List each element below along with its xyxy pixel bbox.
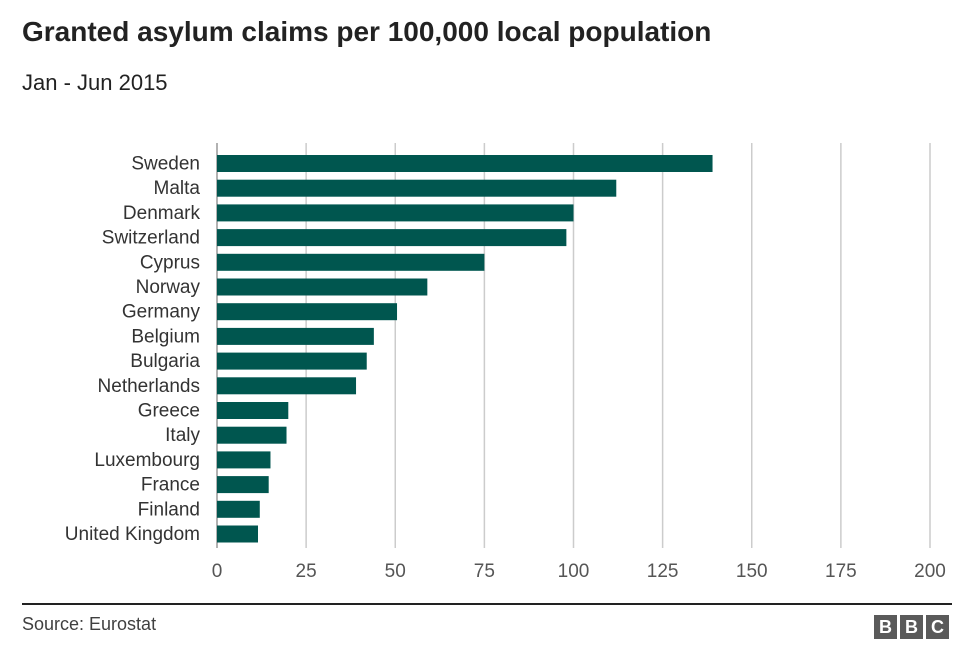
x-tick-label: 75 <box>474 561 495 582</box>
source-note: Source: Eurostat <box>22 614 157 634</box>
category-label: Switzerland <box>102 228 200 249</box>
bar <box>217 402 289 419</box>
x-tick-label: 175 <box>825 561 857 582</box>
bar <box>217 352 367 370</box>
category-label: Netherlands <box>98 376 200 397</box>
logo-letter: B <box>900 615 923 639</box>
category-label: Greece <box>138 401 200 422</box>
x-tick-label: 50 <box>385 561 406 582</box>
bbc-logo: B B C <box>874 615 949 639</box>
logo-letter: C <box>926 615 949 639</box>
category-label: Cyprus <box>140 252 200 273</box>
x-tick-label: 0 <box>212 561 223 582</box>
bar <box>217 377 357 395</box>
bar <box>217 451 271 469</box>
x-tick-label: 150 <box>736 561 768 582</box>
bar <box>217 179 617 197</box>
bar <box>217 278 428 296</box>
chart-subtitle: Jan - Jun 2015 <box>22 70 168 95</box>
footer-divider <box>22 603 952 605</box>
category-label: United Kingdom <box>65 524 200 545</box>
category-label: Italy <box>165 425 200 446</box>
x-tick-label: 200 <box>914 561 946 582</box>
bar <box>217 327 374 345</box>
bar <box>217 253 485 271</box>
x-tick-label: 100 <box>558 561 590 582</box>
category-label: France <box>141 475 200 496</box>
bar <box>217 155 713 172</box>
bar <box>217 303 398 321</box>
category-label: Malta <box>154 178 201 199</box>
x-tick-label: 125 <box>647 561 679 582</box>
bar <box>217 476 269 494</box>
category-label: Germany <box>122 302 201 323</box>
category-label: Belgium <box>131 326 200 347</box>
bar <box>217 426 287 444</box>
bar <box>217 500 260 518</box>
bar-chart: 0 25 50 75 100 125 150 175 200 Sweden Malta Denmark… <box>65 143 946 582</box>
category-label: Sweden <box>131 154 200 175</box>
bar <box>217 229 567 247</box>
category-label: Luxembourg <box>94 450 200 471</box>
category-label: Norway <box>136 277 201 298</box>
x-tick-label: 25 <box>296 561 317 582</box>
category-label: Bulgaria <box>130 351 200 372</box>
bar <box>217 204 574 222</box>
chart-title: Granted asylum claims per 100,000 local … <box>22 16 712 47</box>
logo-letter: B <box>874 615 897 639</box>
bar <box>217 525 258 543</box>
category-label: Denmark <box>123 203 201 224</box>
category-label: Finland <box>138 499 200 520</box>
